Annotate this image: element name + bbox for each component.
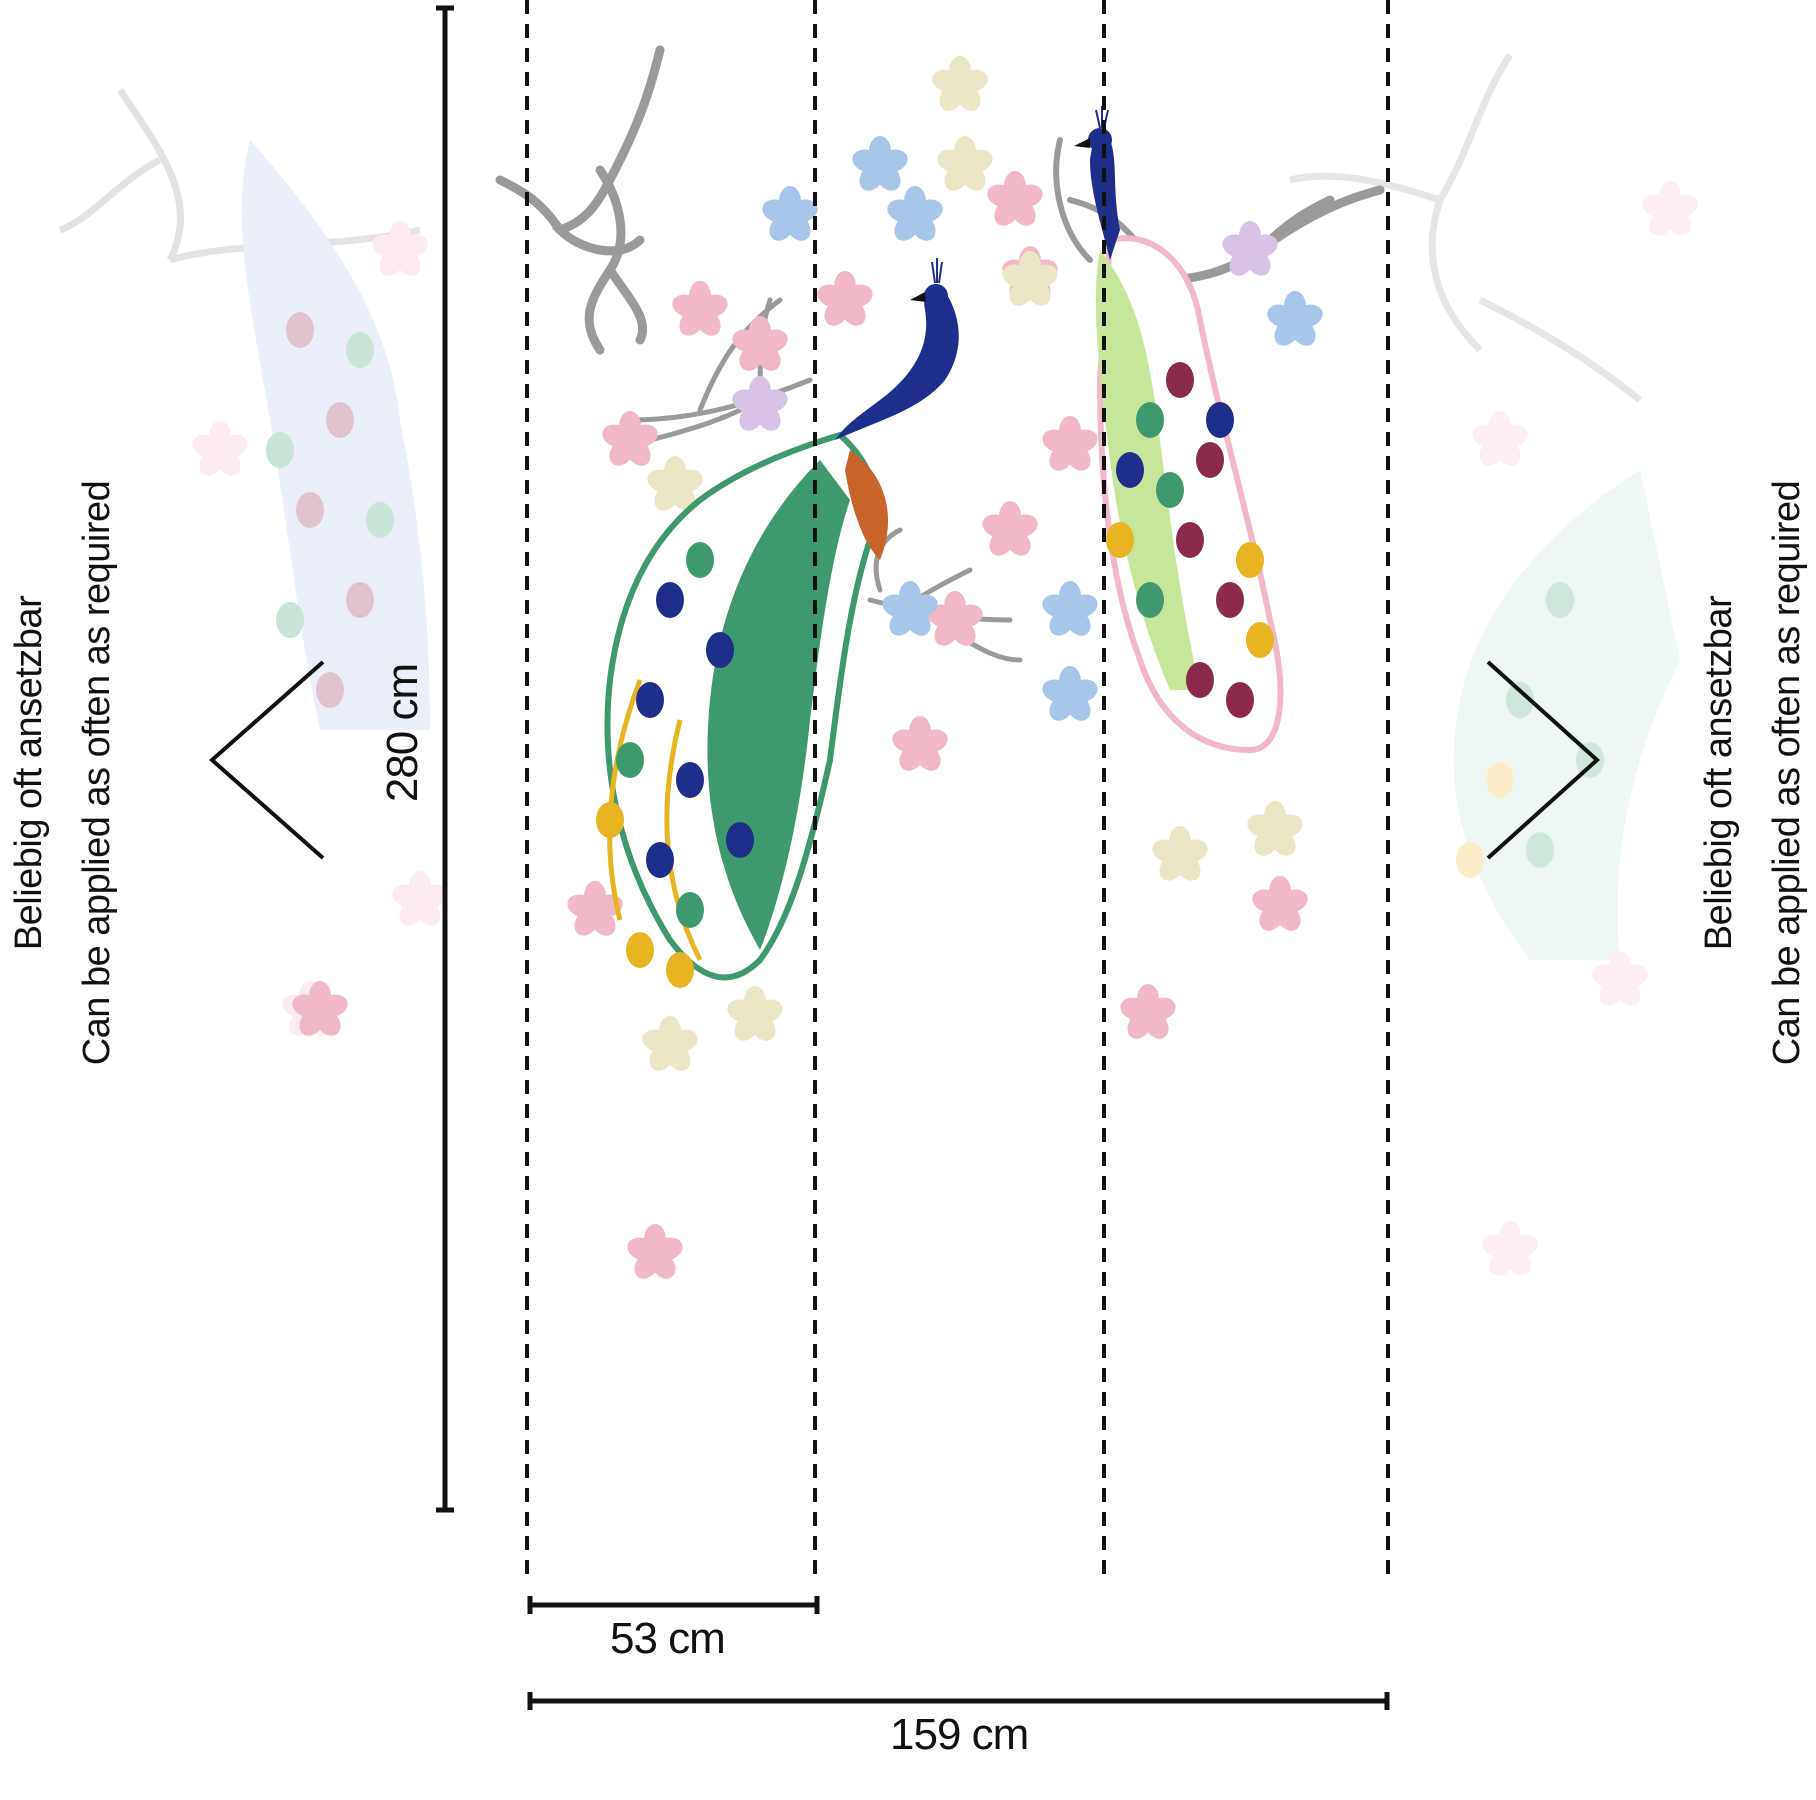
panel-width-label: 53 cm [610,1614,726,1663]
height-dimension-line [436,5,454,1513]
total-width-label: 159 cm [890,1710,1029,1759]
peacock-maroon-tail [1074,106,1284,754]
total-width-dimension-line [527,1692,1390,1710]
height-label: 280 cm [378,663,427,803]
repeat-caption-right: Beliebig oft ansetzbar Can be applied as… [1673,273,1816,1273]
peacock-green-tail [596,258,959,988]
caption-german-left: Beliebig oft ansetzbar [8,595,50,951]
faded-repeat-left [58,88,451,1041]
caption-german-right: Beliebig oft ansetzbar [1698,595,1740,951]
panel-width-dimension-line [527,1596,820,1614]
caption-english-right: Can be applied as often as required [1766,480,1808,1066]
chevron-right-icon [1486,660,1600,860]
repeat-caption-left: Beliebig oft ansetzbar Can be applied as… [0,273,143,1273]
caption-english-left: Can be applied as often as required [76,480,118,1066]
chevron-left-icon [208,660,325,860]
